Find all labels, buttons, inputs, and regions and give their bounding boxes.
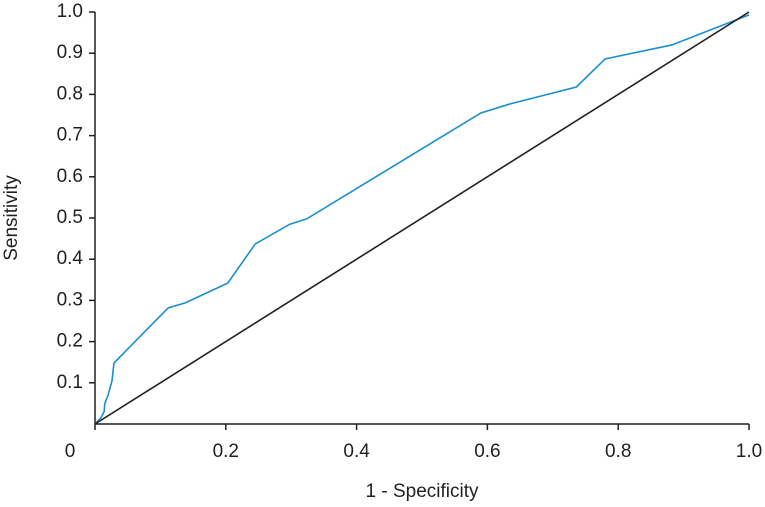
y-tick-label: 0.6 xyxy=(57,166,83,187)
y-tick-label: 0.9 xyxy=(57,42,83,63)
series-line xyxy=(94,11,750,425)
y-tick-label: 0.8 xyxy=(57,83,83,104)
y-tick-label: 0.1 xyxy=(57,372,83,393)
y-tick-label: 0.2 xyxy=(57,331,83,352)
x-tick-label: 0 xyxy=(65,441,76,462)
y-tick-label: 1.0 xyxy=(57,1,83,22)
y-tick-label: 0.7 xyxy=(57,125,83,146)
x-axis-label: 1 - Specificity xyxy=(366,481,479,502)
x-tick-label: 0.8 xyxy=(605,441,631,462)
series-line xyxy=(94,14,750,425)
x-tick-label: 1.0 xyxy=(736,441,762,462)
y-tick-label: 0.3 xyxy=(57,289,83,310)
y-axis-label: Sensitivity xyxy=(1,175,22,261)
y-tick-label: 0.4 xyxy=(57,248,84,269)
x-tick-label: 0.4 xyxy=(343,441,370,462)
x-tick-label: 0.6 xyxy=(474,441,500,462)
x-tick-label: 0.2 xyxy=(213,441,239,462)
y-tick-label: 0.5 xyxy=(57,207,83,228)
